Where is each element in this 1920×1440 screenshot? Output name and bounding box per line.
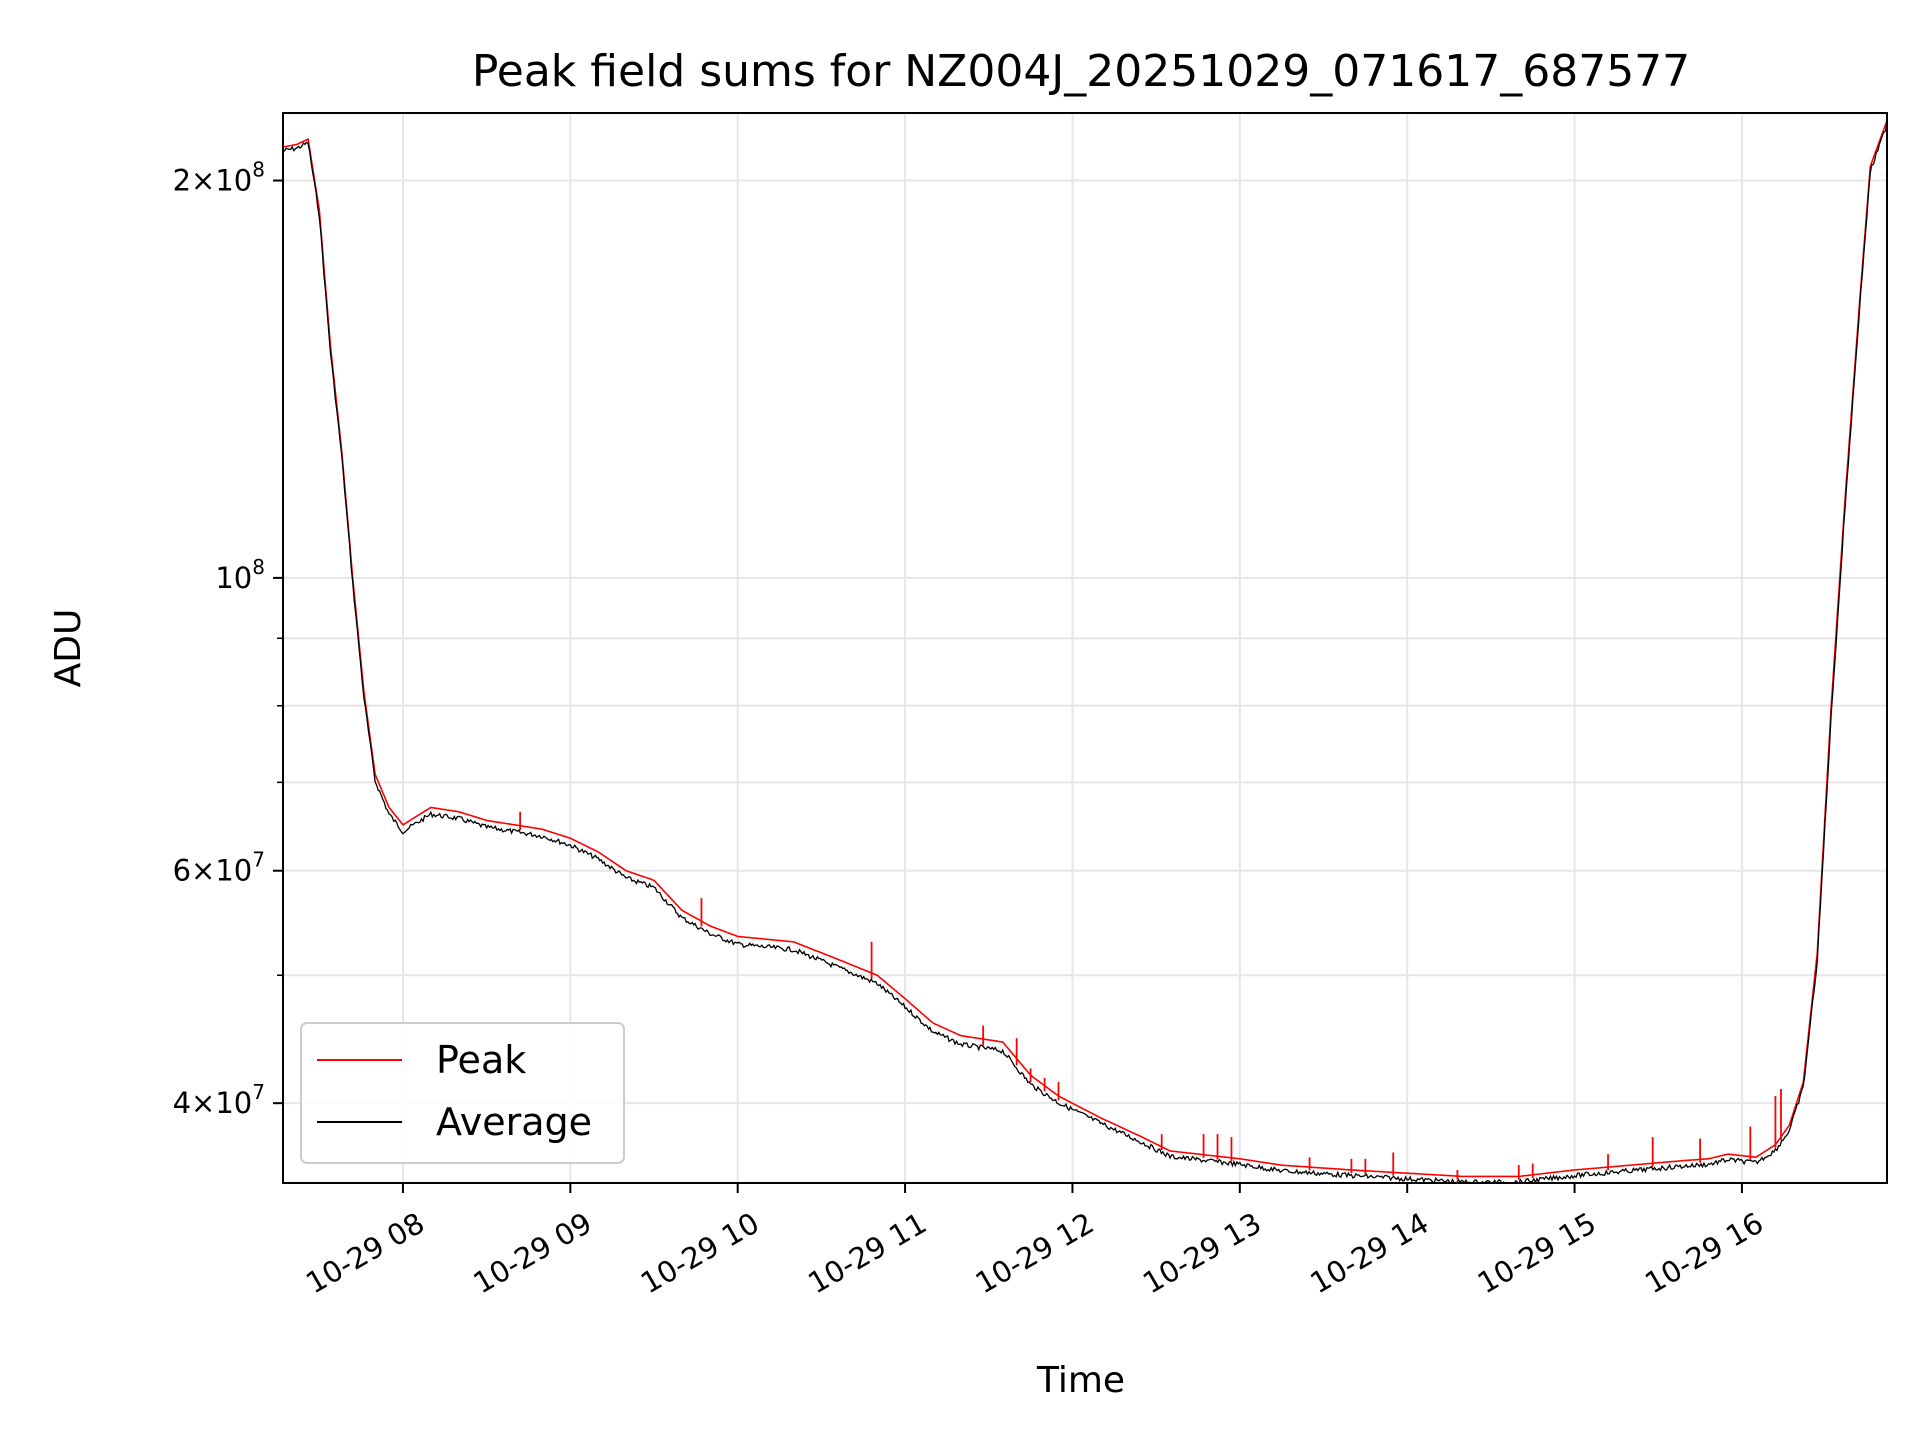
y-axis-label: ADU	[48, 609, 89, 688]
y-tick-label: 108	[215, 555, 265, 595]
y-tick-label: 2×108	[173, 158, 265, 198]
legend-box	[300, 1022, 625, 1164]
series-peak-line	[283, 120, 1887, 1178]
y-tick-label: 4×107	[173, 1080, 265, 1120]
plot-series	[283, 120, 1887, 1183]
series-peak	[283, 120, 1887, 1180]
x-axis-label: Time	[1036, 1360, 1125, 1401]
series-average	[283, 121, 1887, 1183]
plot-area-frame	[282, 112, 1888, 1184]
legend: Peak Average	[300, 1022, 625, 1164]
legend-label-average: Average	[436, 1100, 592, 1144]
series-average-line	[283, 121, 1887, 1183]
chart-title: Peak field sums for NZ004J_20251029_0716…	[472, 46, 1690, 97]
legend-label-peak: Peak	[436, 1038, 526, 1082]
y-tick-label: 6×107	[173, 848, 265, 888]
grid	[283, 113, 1887, 1183]
